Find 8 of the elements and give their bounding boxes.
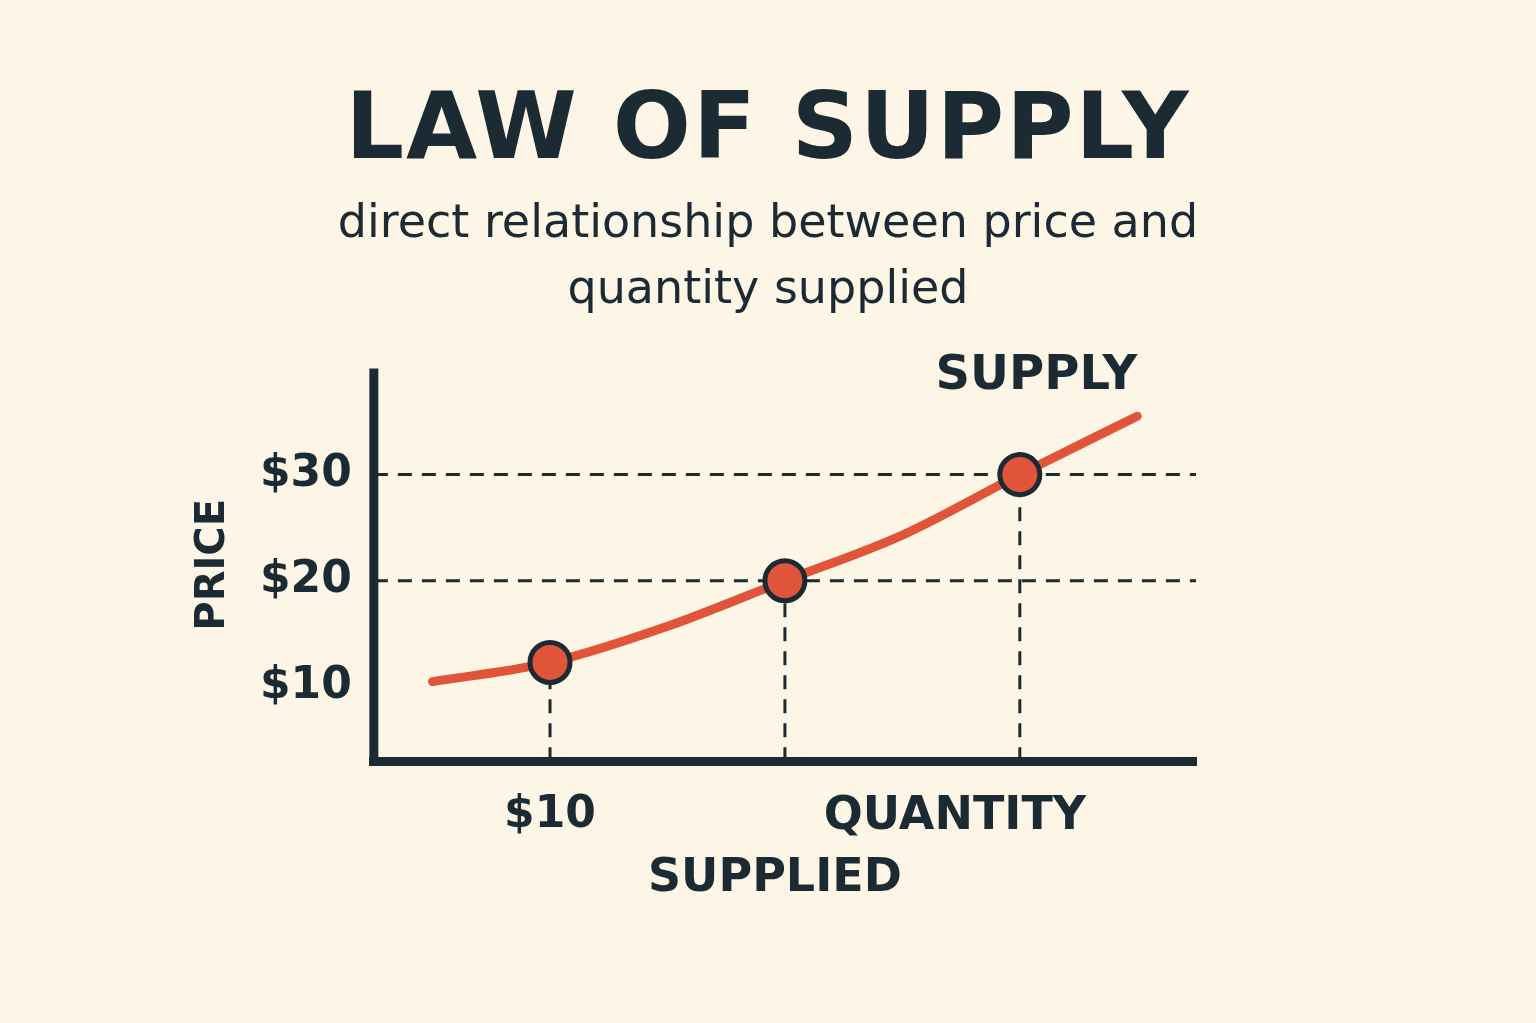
y-tick-label: $10 xyxy=(259,657,352,709)
y-axis-title: PRICE xyxy=(187,498,234,631)
series-label: SUPPLY xyxy=(935,343,1139,400)
y-tick-label: $30 xyxy=(259,445,352,496)
chart-title: LAW OF SUPPLY xyxy=(344,72,1192,182)
y-tick-label: $20 xyxy=(259,551,352,603)
chart-subtitle: direct relationship between price and quantity supplied xyxy=(336,193,1200,316)
x-axis-title: QUANTITY SUPPLIED xyxy=(647,786,1087,903)
